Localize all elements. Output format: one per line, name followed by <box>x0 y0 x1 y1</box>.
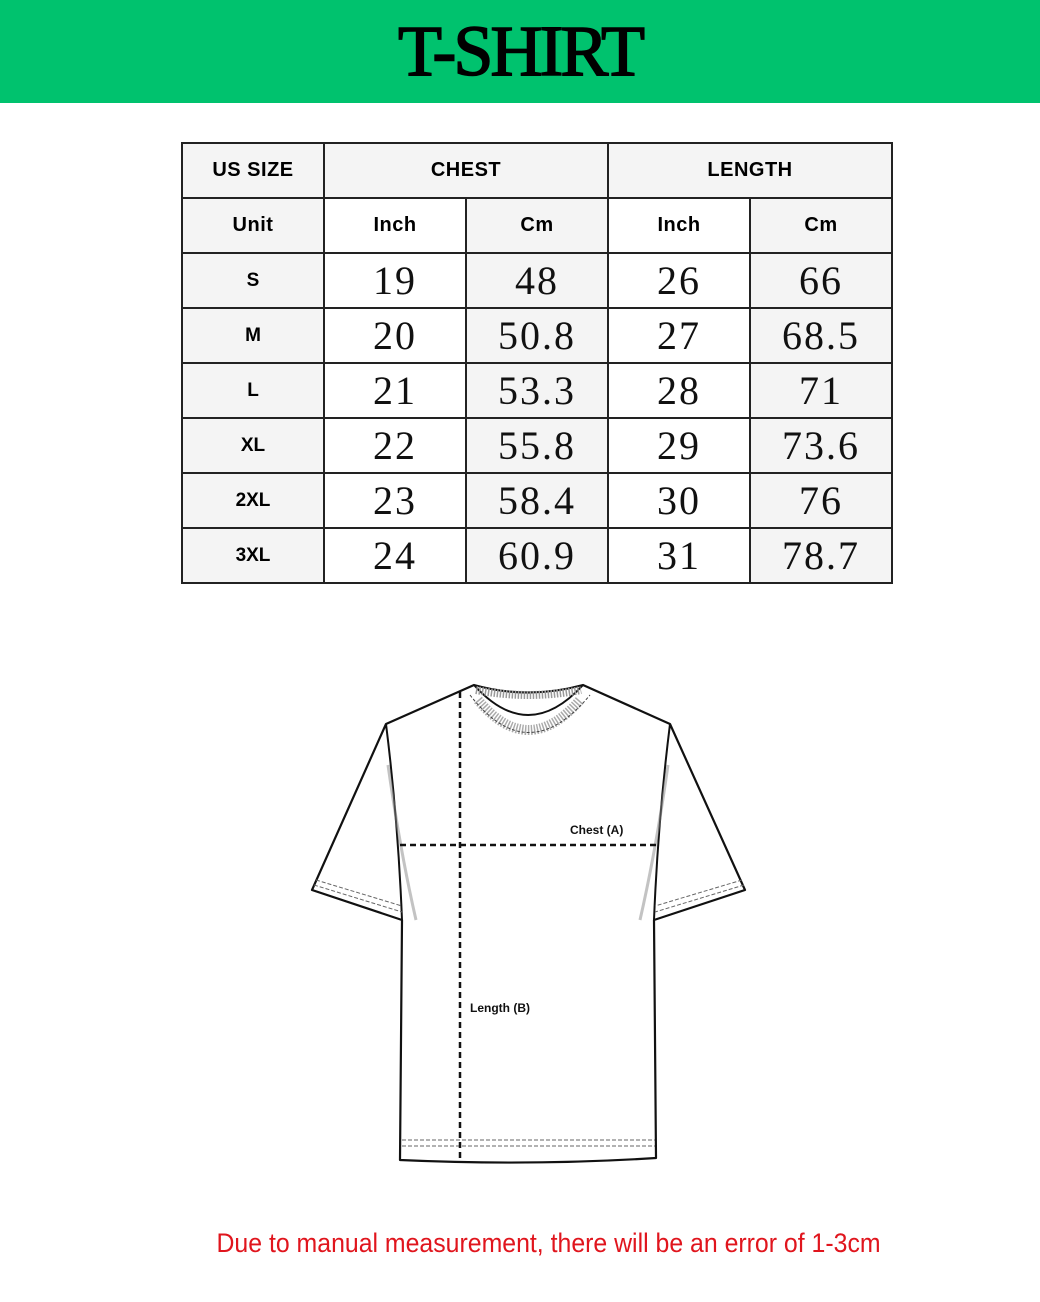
length-label: Length (B) <box>470 1001 530 1015</box>
value-cell: 73.6 <box>749 417 893 474</box>
stitching <box>313 879 745 1147</box>
value-cell: 68.5 <box>749 307 893 364</box>
unit-chest-cm: Cm <box>465 197 609 254</box>
size-cell: 3XL <box>181 527 325 584</box>
header-length: LENGTH <box>607 142 893 199</box>
title-banner: T-SHIRT <box>0 0 1040 103</box>
value-cell: 31 <box>607 527 751 584</box>
header-row: US SIZE CHEST LENGTH <box>181 142 893 199</box>
value-cell: 30 <box>607 472 751 529</box>
size-row: 3XL 24 60.9 31 78.7 <box>181 527 893 584</box>
value-cell: 78.7 <box>749 527 893 584</box>
unit-label: Unit <box>181 197 325 254</box>
size-cell: M <box>181 307 325 364</box>
collar <box>469 684 591 735</box>
value-cell: 48 <box>465 252 609 309</box>
value-cell: 26 <box>607 252 751 309</box>
size-cell: XL <box>181 417 325 474</box>
value-cell: 20 <box>323 307 467 364</box>
size-chart-table: US SIZE CHEST LENGTH Unit Inch Cm Inch C… <box>181 142 893 584</box>
size-row: M 20 50.8 27 68.5 <box>181 307 893 364</box>
page-title: T-SHIRT <box>397 10 646 92</box>
header-us-size: US SIZE <box>181 142 325 199</box>
value-cell: 55.8 <box>465 417 609 474</box>
size-row: 2XL 23 58.4 30 76 <box>181 472 893 529</box>
size-row: S 19 48 26 66 <box>181 252 893 309</box>
value-cell: 28 <box>607 362 751 419</box>
value-cell: 60.9 <box>465 527 609 584</box>
value-cell: 21 <box>323 362 467 419</box>
value-cell: 24 <box>323 527 467 584</box>
value-cell: 53.3 <box>465 362 609 419</box>
value-cell: 23 <box>323 472 467 529</box>
chest-label: Chest (A) <box>570 823 623 837</box>
unit-length-inch: Inch <box>607 197 751 254</box>
unit-chest-inch: Inch <box>323 197 467 254</box>
unit-length-cm: Cm <box>749 197 893 254</box>
value-cell: 29 <box>607 417 751 474</box>
value-cell: 66 <box>749 252 893 309</box>
value-cell: 58.4 <box>465 472 609 529</box>
value-cell: 22 <box>323 417 467 474</box>
tshirt-outline <box>310 683 747 1164</box>
size-cell: 2XL <box>181 472 325 529</box>
value-cell: 76 <box>749 472 893 529</box>
size-cell: S <box>181 252 325 309</box>
size-row: XL 22 55.8 29 73.6 <box>181 417 893 474</box>
unit-row: Unit Inch Cm Inch Cm <box>181 197 893 254</box>
value-cell: 50.8 <box>465 307 609 364</box>
size-cell: L <box>181 362 325 419</box>
value-cell: 71 <box>749 362 893 419</box>
measurement-note: Due to manual measurement, there will be… <box>216 1228 881 1258</box>
value-cell: 19 <box>323 252 467 309</box>
size-row: L 21 53.3 28 71 <box>181 362 893 419</box>
header-chest: CHEST <box>323 142 609 199</box>
value-cell: 27 <box>607 307 751 364</box>
